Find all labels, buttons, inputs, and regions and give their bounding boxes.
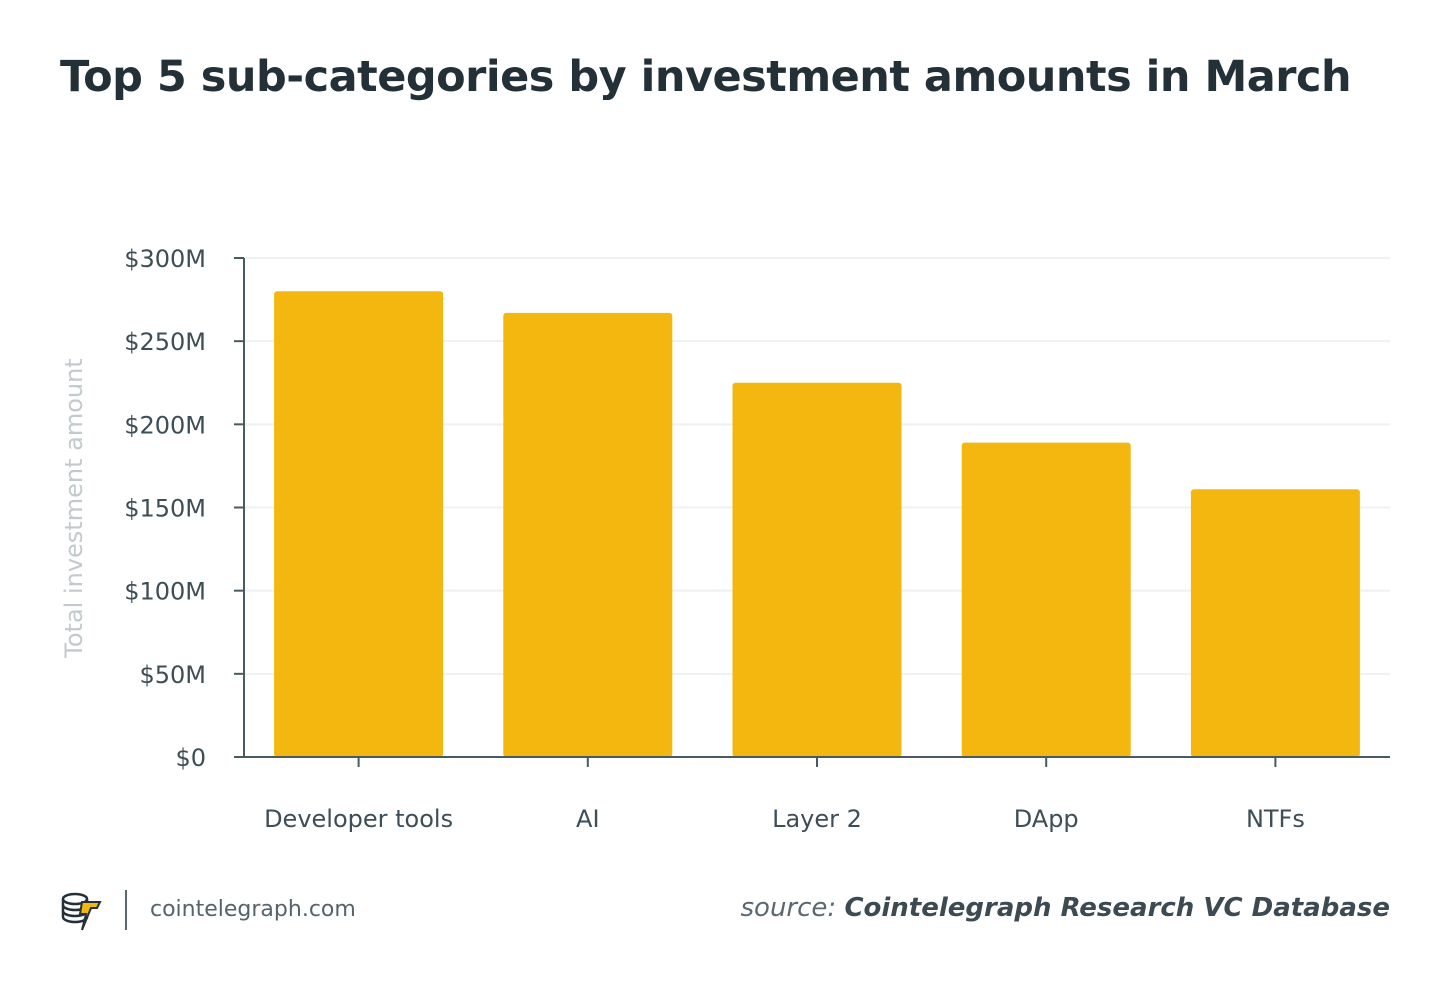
footer-divider — [125, 890, 127, 930]
x-tick-label: Developer tools — [264, 805, 453, 833]
bar-dapp[interactable] — [961, 442, 1131, 757]
site-link[interactable]: cointelegraph.com — [150, 897, 356, 922]
y-tick-label: $150M — [124, 495, 206, 523]
y-tick-label: $0 — [175, 744, 206, 772]
x-tick-label: NTFs — [1246, 805, 1305, 833]
tick-labels: $0 $50M $100M $150M $200M $250M $300M Developer… — [124, 245, 1305, 833]
x-tick-label: Layer 2 — [772, 805, 862, 833]
y-axis-label: Total investment amount — [60, 358, 88, 658]
bar-ai[interactable] — [503, 312, 673, 757]
y-tick-label: $200M — [124, 411, 206, 439]
y-tick-label: $300M — [124, 245, 206, 273]
bars — [274, 291, 1360, 757]
bar-ntfs[interactable] — [1190, 489, 1360, 757]
source-name: Cointelegraph Research VC Database — [844, 893, 1390, 923]
y-tick-label: $50M — [139, 661, 206, 689]
x-tick-label: AI — [576, 805, 600, 833]
x-tick-label: DApp — [1014, 805, 1079, 833]
bar-developer-tools[interactable] — [274, 291, 444, 757]
chart-title: Top 5 sub-categories by investment amoun… — [60, 52, 1352, 102]
cointelegraph-logo-icon — [61, 892, 102, 931]
source-note: source: Cointelegraph Research VC Databa… — [741, 893, 1391, 923]
y-tick-label: $250M — [124, 328, 206, 356]
source-prefix: source: — [740, 893, 837, 923]
axes — [234, 257, 1390, 767]
y-tick-label: $100M — [124, 578, 206, 606]
bar-layer-2[interactable] — [732, 382, 902, 757]
bar-chart: $0 $50M $100M $150M $200M $250M $300M Developer… — [60, 245, 1390, 833]
